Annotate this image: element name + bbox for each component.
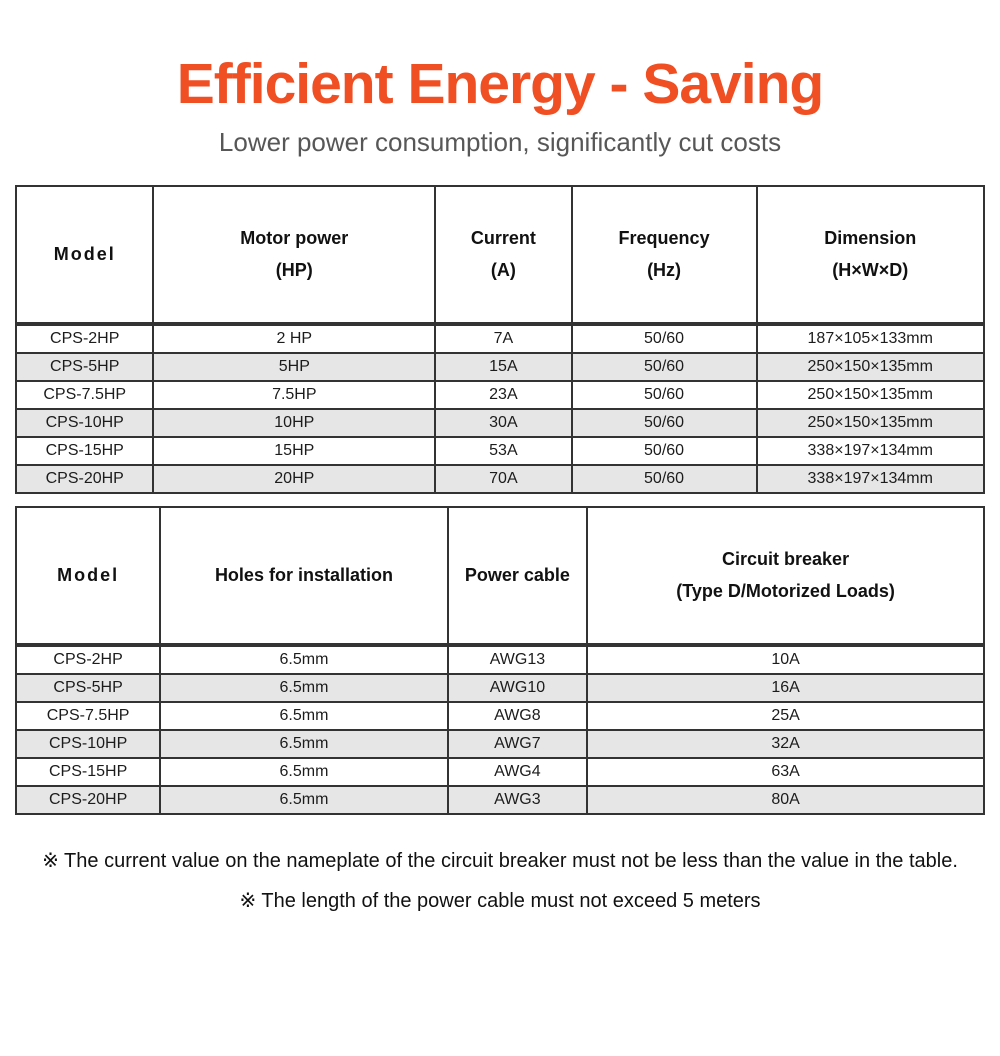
table-cell: 32A (586, 729, 985, 759)
table-row: CPS-5HP 5HP 15A 50/60 250×150×135mm (14, 352, 985, 382)
table-row: CPS-5HP 6.5mm AWG10 16A (14, 673, 985, 703)
table-cell: 6.5mm (159, 701, 449, 731)
table-cell: 6.5mm (159, 729, 449, 759)
footnote-circuit-breaker: ※ The current value on the nameplate of … (42, 850, 958, 872)
table-cell: 53A (434, 436, 573, 466)
table-cell: 50/60 (570, 408, 758, 438)
table-cell: 16A (586, 673, 985, 703)
table-cell: CPS-15HP (14, 436, 155, 466)
spec-col-header-dimension: Dimension (H×W×D) (755, 185, 985, 326)
footnote-power-cable: ※ The length of the power cable must not… (239, 890, 761, 912)
table-cell: 50/60 (570, 380, 758, 410)
install-col-header-circuit-breaker: Circuit breaker (Type D/Motorized Loads) (586, 506, 985, 647)
table-cell: 20HP (152, 464, 437, 494)
table-cell: 338×197×134mm (755, 436, 985, 466)
table-row: CPS-15HP 15HP 53A 50/60 338×197×134mm (14, 436, 985, 466)
table-cell: CPS-15HP (14, 757, 162, 787)
table-cell: 6.5mm (159, 785, 449, 815)
table-cell: 187×105×133mm (755, 323, 985, 354)
table-cell: AWG4 (446, 757, 589, 787)
table-cell: 6.5mm (159, 644, 449, 675)
page-title: Efficient Energy - Saving (176, 52, 824, 116)
table-cell: 250×150×135mm (755, 380, 985, 410)
table-cell: AWG13 (446, 644, 589, 675)
table-cell: 10HP (152, 408, 437, 438)
table-cell: AWG3 (446, 785, 589, 815)
table-cell: AWG8 (446, 701, 589, 731)
table-cell: 7.5HP (152, 380, 437, 410)
table-cell: 10A (586, 644, 985, 675)
table-cell: AWG7 (446, 729, 589, 759)
table-row: CPS-15HP 6.5mm AWG4 63A (14, 757, 985, 787)
table-cell: 63A (586, 757, 985, 787)
table-cell: 2 HP (152, 323, 437, 354)
table-cell: 250×150×135mm (755, 352, 985, 382)
table-cell: 50/60 (570, 436, 758, 466)
table-row: CPS-10HP 10HP 30A 50/60 250×150×135mm (14, 408, 985, 438)
table-cell: CPS-10HP (14, 408, 155, 438)
install-col-header-model: Model (14, 506, 162, 647)
table-cell: 25A (586, 701, 985, 731)
install-table: Model Holes for installation Power cable… (14, 506, 985, 815)
table-row: CPS-10HP 6.5mm AWG7 32A (14, 729, 985, 759)
table-cell: CPS-20HP (14, 464, 155, 494)
table-cell: 6.5mm (159, 673, 449, 703)
spec-col-header-motor-power: Motor power (HP) (152, 185, 437, 326)
table-cell: 80A (586, 785, 985, 815)
spec-col-header-model: Model (14, 185, 155, 326)
table-cell: CPS-2HP (14, 323, 155, 354)
spec-col-header-current: Current (A) (434, 185, 573, 326)
spec-table: Model Motor power (HP) Current (A) Frequ… (14, 185, 985, 494)
table-row: CPS-2HP 2 HP 7A 50/60 187×105×133mm (14, 323, 985, 354)
table-row: CPS-7.5HP 7.5HP 23A 50/60 250×150×135mm (14, 380, 985, 410)
table-cell: CPS-10HP (14, 729, 162, 759)
spec-table-header-row: Model Motor power (HP) Current (A) Frequ… (14, 185, 985, 326)
table-cell: 15A (434, 352, 573, 382)
table-cell: 50/60 (570, 323, 758, 354)
table-cell: CPS-5HP (14, 673, 162, 703)
table-cell: 50/60 (570, 464, 758, 494)
table-cell: 6.5mm (159, 757, 449, 787)
table-cell: 338×197×134mm (755, 464, 985, 494)
table-cell: 250×150×135mm (755, 408, 985, 438)
install-table-body: CPS-2HP 6.5mm AWG13 10A CPS-5HP 6.5mm AWG10 16A… (14, 644, 985, 815)
table-cell: 15HP (152, 436, 437, 466)
table-row: CPS-2HP 6.5mm AWG13 10A (14, 644, 985, 675)
table-cell: 70A (434, 464, 573, 494)
table-cell: 7A (434, 323, 573, 354)
table-row: CPS-20HP 6.5mm AWG3 80A (14, 785, 985, 815)
table-cell: CPS-5HP (14, 352, 155, 382)
table-cell: 30A (434, 408, 573, 438)
table-row: CPS-20HP 20HP 70A 50/60 338×197×134mm (14, 464, 985, 494)
table-cell: AWG10 (446, 673, 589, 703)
table-cell: 50/60 (570, 352, 758, 382)
table-cell: CPS-2HP (14, 644, 162, 675)
table-cell: CPS-7.5HP (14, 701, 162, 731)
table-cell: 5HP (152, 352, 437, 382)
install-col-header-holes: Holes for installation (159, 506, 449, 647)
table-cell: CPS-7.5HP (14, 380, 155, 410)
table-cell: CPS-20HP (14, 785, 162, 815)
page-subtitle: Lower power consumption, significantly c… (218, 127, 782, 157)
footnotes: ※ The current value on the nameplate of … (0, 848, 1000, 913)
spec-col-header-frequency: Frequency (Hz) (570, 185, 758, 326)
install-col-header-power-cable: Power cable (446, 506, 589, 647)
table-row: CPS-7.5HP 6.5mm AWG8 25A (14, 701, 985, 731)
install-table-header-row: Model Holes for installation Power cable… (14, 506, 985, 647)
table-cell: 23A (434, 380, 573, 410)
spec-table-body: CPS-2HP 2 HP 7A 50/60 187×105×133mm CPS-5HP 5H… (14, 323, 985, 494)
page: Efficient Energy - Saving Lower power co… (0, 56, 1000, 1056)
